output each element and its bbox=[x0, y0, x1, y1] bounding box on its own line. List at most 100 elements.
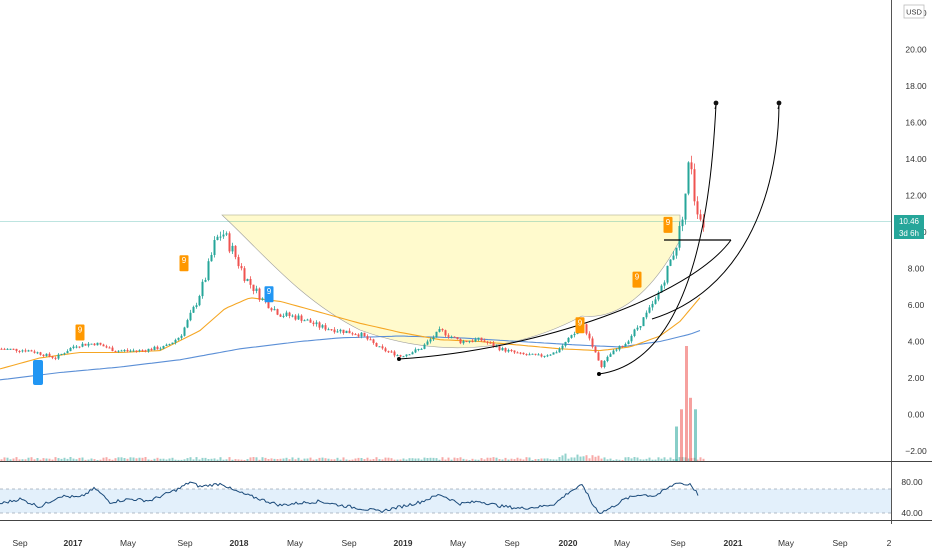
time-tick-label: Sep bbox=[341, 538, 356, 548]
volume-bar bbox=[57, 458, 60, 461]
volume-bar bbox=[570, 457, 573, 461]
trend-arc-2[interactable] bbox=[598, 104, 717, 375]
trend-arc-1[interactable] bbox=[398, 239, 732, 360]
candle-body bbox=[102, 344, 105, 347]
candle-body bbox=[549, 354, 552, 356]
rsi-tick-label: 40.00 bbox=[901, 508, 923, 518]
candle-body bbox=[243, 268, 246, 281]
volume-bar bbox=[114, 458, 117, 461]
volume-bar bbox=[294, 459, 297, 461]
candle-body bbox=[573, 333, 576, 336]
candle-body bbox=[633, 329, 636, 336]
candle-body bbox=[18, 351, 21, 352]
candle-body bbox=[594, 346, 597, 353]
trend-arc-3[interactable] bbox=[651, 104, 780, 320]
volume-bar bbox=[689, 397, 692, 462]
candle-body bbox=[636, 327, 639, 330]
candle-body bbox=[186, 320, 189, 328]
volume-bars bbox=[0, 346, 705, 462]
volume-bar bbox=[42, 458, 45, 461]
price-tick-label: 14.00 bbox=[905, 154, 927, 164]
candle-body bbox=[36, 352, 39, 354]
volume-bar bbox=[672, 459, 675, 461]
volume-bar bbox=[615, 459, 618, 461]
candle-body bbox=[324, 325, 327, 330]
price-tick-label: 2.00 bbox=[908, 373, 925, 383]
volume-bar bbox=[153, 458, 156, 461]
volume-bar bbox=[685, 346, 688, 461]
candle-body bbox=[441, 329, 444, 331]
currency-label: USD bbox=[906, 8, 922, 17]
volume-bar bbox=[306, 458, 309, 461]
volume-bar bbox=[474, 459, 477, 461]
volume-bar bbox=[123, 458, 126, 461]
volume-bar bbox=[63, 457, 66, 461]
volume-bar bbox=[396, 459, 399, 461]
candle-body bbox=[606, 356, 609, 361]
price-tick-label: 6.00 bbox=[908, 300, 925, 310]
candle-body bbox=[255, 288, 258, 291]
candle-body bbox=[282, 315, 285, 317]
volume-bar bbox=[453, 457, 456, 461]
candle-body bbox=[570, 335, 573, 338]
volume-bar bbox=[60, 458, 63, 461]
volume-bar bbox=[81, 457, 84, 461]
time-axis[interactable]: Sep 2017 May Sep 2018 May Sep 2019 May Sep 2020 May… bbox=[12, 538, 891, 548]
volume-bar bbox=[201, 457, 204, 461]
time-tick-label: Sep bbox=[670, 538, 685, 548]
price-tick-label: 4.00 bbox=[908, 337, 925, 347]
candle-body bbox=[414, 349, 417, 353]
volume-bar bbox=[342, 457, 345, 461]
candle-body bbox=[624, 344, 627, 347]
candle-body bbox=[261, 298, 264, 300]
volume-bar bbox=[24, 459, 27, 461]
rsi-axis[interactable]: 80.00 40.00 bbox=[901, 477, 923, 518]
candle-body bbox=[9, 348, 12, 350]
moving-average-slow bbox=[0, 329, 701, 381]
volume-bar bbox=[3, 457, 6, 461]
candle-body bbox=[342, 329, 345, 333]
candle-body bbox=[417, 349, 420, 350]
candle-body bbox=[219, 236, 222, 238]
volume-bar bbox=[420, 459, 423, 461]
time-tick-label: 2017 bbox=[64, 538, 83, 548]
candle-body bbox=[642, 317, 645, 327]
candle-body bbox=[621, 345, 624, 347]
currency-box[interactable] bbox=[903, 4, 925, 19]
candle-body bbox=[405, 354, 408, 357]
candle-body bbox=[39, 352, 42, 355]
volume-bar bbox=[246, 459, 249, 461]
candle-body bbox=[489, 342, 492, 344]
candle-body bbox=[684, 193, 687, 220]
volume-bar bbox=[222, 459, 225, 461]
candle-body bbox=[288, 312, 291, 316]
candle-body bbox=[429, 339, 432, 342]
volume-bar bbox=[12, 458, 15, 461]
volume-bar bbox=[99, 459, 102, 461]
candle-body bbox=[258, 288, 261, 300]
candle-body bbox=[78, 346, 81, 348]
candle-body bbox=[315, 322, 318, 325]
candle-body bbox=[393, 351, 396, 356]
candle-body bbox=[498, 346, 501, 351]
candle-body bbox=[120, 350, 123, 352]
candle-body bbox=[609, 354, 612, 357]
candle-body bbox=[63, 353, 66, 355]
volume-bar bbox=[694, 409, 697, 462]
time-tick-label: 2018 bbox=[230, 538, 249, 548]
candle-body bbox=[171, 342, 174, 345]
candle-body bbox=[390, 351, 393, 353]
volume-bar bbox=[594, 456, 597, 461]
volume-bar bbox=[156, 457, 159, 461]
volume-bar bbox=[597, 455, 600, 461]
candle-body bbox=[651, 303, 654, 308]
candle-body bbox=[660, 285, 663, 293]
candle-body bbox=[117, 350, 120, 352]
candle-body bbox=[327, 329, 330, 331]
volume-bar bbox=[441, 457, 444, 461]
volume-bar bbox=[276, 459, 279, 461]
volume-bar bbox=[54, 457, 57, 461]
candle-body bbox=[213, 240, 216, 255]
volume-bar bbox=[279, 458, 282, 461]
